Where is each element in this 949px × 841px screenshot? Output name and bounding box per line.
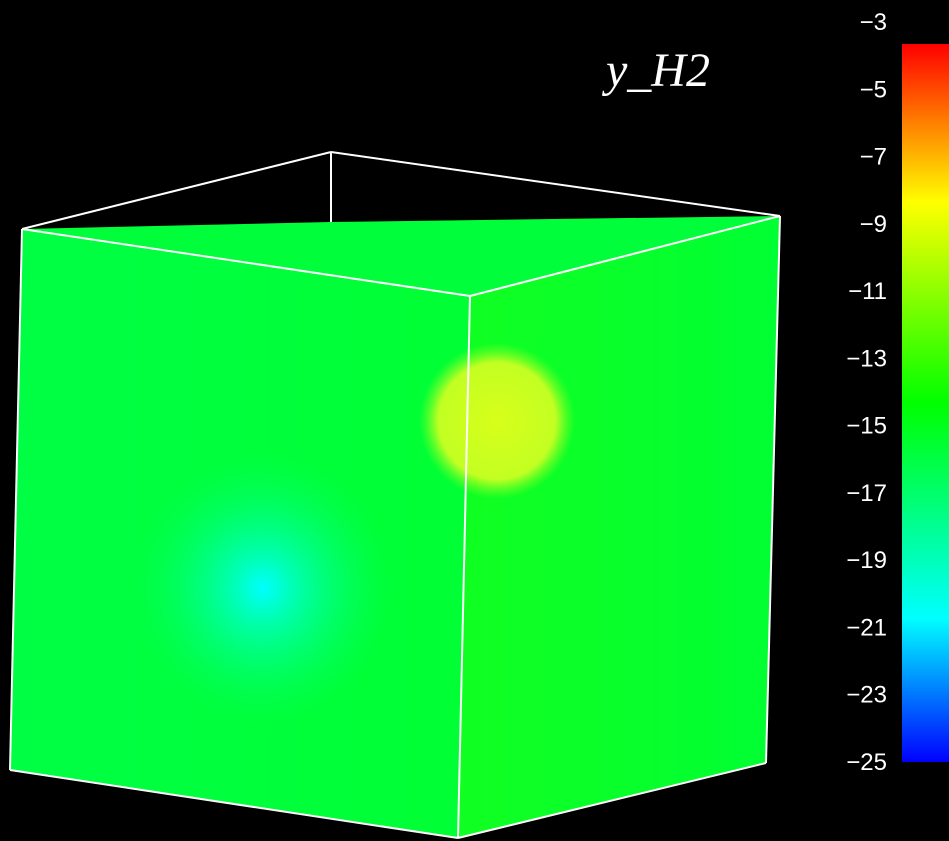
colorbar-tick-label: −23 (846, 682, 887, 709)
colorbar-tick-label: −7 (860, 144, 887, 171)
low-value-region (133, 453, 393, 723)
colorbar-tick-label: −11 (848, 278, 887, 305)
colorbar-tick-label: −9 (860, 211, 887, 238)
colorbar (902, 44, 949, 762)
colorbar-ticks: −3 −5 −7 −9 −11 −13 −15 −17 −19 −21 −23 −25 (846, 9, 887, 776)
colorbar-tick-label: −3 (860, 9, 887, 36)
colorbar-tick-label: −19 (846, 547, 887, 574)
colorbar-tick-label: −5 (860, 76, 887, 103)
colorbar-tick-label: −21 (846, 614, 887, 641)
colorbar-tick-label: −17 (846, 480, 887, 507)
high-value-region (419, 343, 575, 499)
colorbar-tick-label: −25 (846, 749, 887, 776)
variable-title: y_H2 (601, 44, 710, 97)
box-top-face (22, 216, 780, 296)
box-right-face (458, 216, 780, 838)
box-front-edges (9, 215, 781, 839)
colorbar-tick-label: −15 (846, 413, 887, 440)
box-back-edges (21, 151, 781, 233)
colorbar-tick-label: −13 (846, 345, 887, 372)
